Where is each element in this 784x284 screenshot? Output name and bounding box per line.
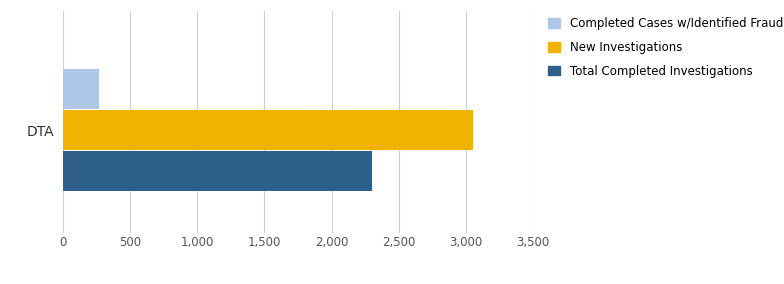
Bar [63,69,99,109]
Bar [63,110,473,150]
Legend: Completed Cases w/Identified Fraud, New Investigations, Total Completed Investig: Completed Cases w/Identified Fraud, New … [549,17,783,78]
Bar [63,151,372,191]
